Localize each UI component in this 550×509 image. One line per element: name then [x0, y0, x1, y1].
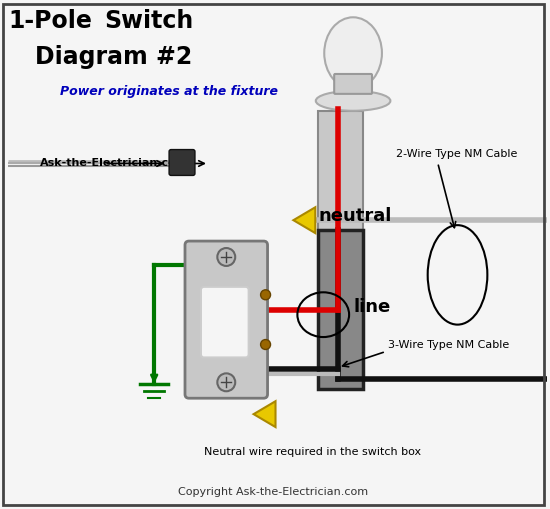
Text: 3-Wire Type NM Cable: 3-Wire Type NM Cable	[388, 340, 509, 350]
Text: 2-Wire Type NM Cable: 2-Wire Type NM Cable	[396, 149, 517, 159]
FancyBboxPatch shape	[201, 287, 249, 357]
Bar	[318, 111, 363, 230]
Bar	[318, 230, 363, 389]
Circle shape	[261, 290, 271, 300]
Polygon shape	[293, 207, 315, 233]
Polygon shape	[254, 401, 276, 427]
Text: neutral: neutral	[318, 207, 392, 225]
Text: Switch: Switch	[104, 9, 194, 33]
Text: Power originates at the fixture: Power originates at the fixture	[60, 85, 278, 98]
Text: 1-Pole: 1-Pole	[8, 9, 92, 33]
Circle shape	[261, 340, 271, 350]
Ellipse shape	[316, 91, 390, 111]
Text: Ask-the-Electrician.com: Ask-the-Electrician.com	[40, 157, 188, 167]
Circle shape	[217, 374, 235, 391]
Circle shape	[217, 248, 235, 266]
FancyBboxPatch shape	[334, 74, 372, 94]
Text: Diagram #2: Diagram #2	[35, 45, 192, 69]
Text: line: line	[353, 298, 390, 316]
Text: Neutral wire required in the switch box: Neutral wire required in the switch box	[204, 447, 421, 457]
FancyBboxPatch shape	[169, 150, 195, 176]
Ellipse shape	[324, 17, 382, 89]
FancyBboxPatch shape	[185, 241, 267, 398]
Text: Copyright Ask-the-Electrician.com: Copyright Ask-the-Electrician.com	[178, 487, 368, 497]
